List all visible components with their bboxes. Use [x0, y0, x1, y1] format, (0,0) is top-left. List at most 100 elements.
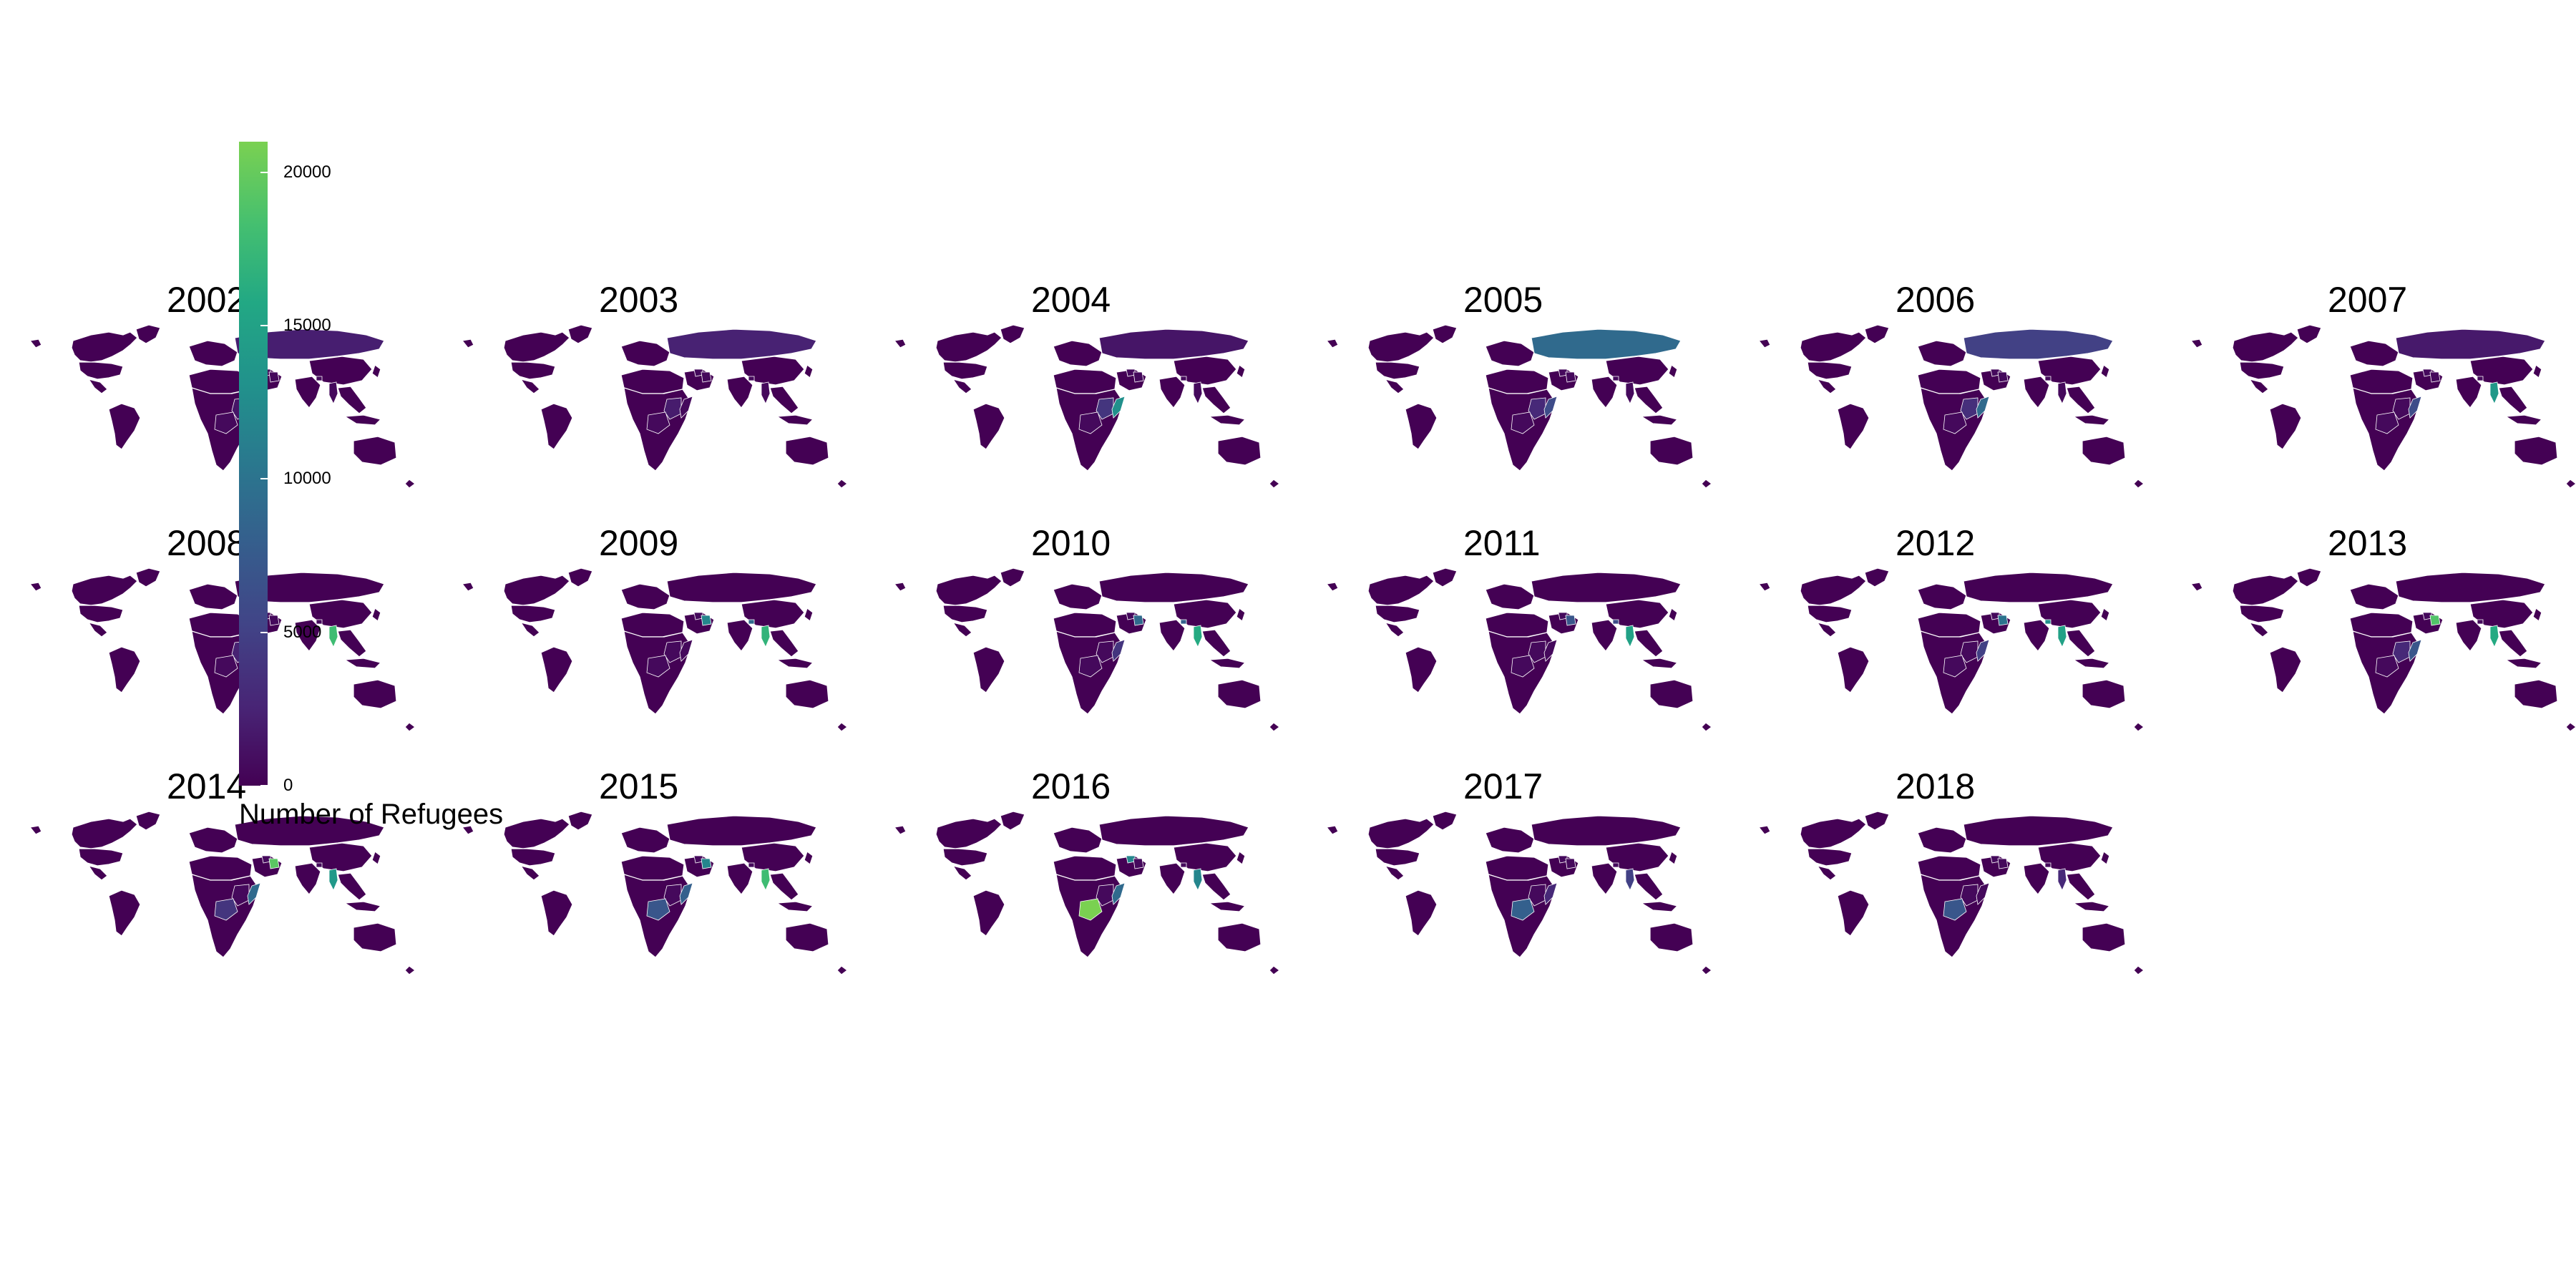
region-japan-2006: [2100, 364, 2110, 379]
region-east_africa-2005: [1528, 397, 1546, 420]
region-myanmar-2010: [1193, 625, 1203, 648]
world-map-2009: [461, 567, 848, 732]
region-india-2009: [726, 619, 753, 652]
region-myanmar-2017: [1625, 868, 1635, 891]
map-panel-2013: 2013: [2184, 525, 2576, 766]
region-canada-2016: [935, 818, 1002, 849]
region-china-2007: [2469, 356, 2534, 386]
region-alaska-2006: [1757, 338, 1771, 348]
map-panel-2011: 2011: [1319, 525, 1720, 766]
region-greenland-2010: [1000, 567, 1025, 587]
region-greenland-2005: [1432, 324, 1458, 344]
region-usa-2004: [942, 361, 988, 380]
region-myanmar-2014: [328, 868, 338, 891]
world-map-2012: [1757, 567, 2145, 732]
map-panel-2017: 2017: [1319, 769, 1720, 1009]
region-china-2003: [741, 356, 805, 386]
region-drc-2009: [646, 655, 670, 678]
region-japan-2008: [371, 608, 381, 622]
region-japan-2017: [1668, 851, 1678, 865]
region-china-2009: [741, 599, 805, 629]
region-east_africa-2011: [1528, 640, 1546, 663]
region-mexico-2018: [1816, 865, 1837, 881]
region-samerica-2018: [1837, 889, 1870, 937]
region-india-2011: [1591, 619, 1618, 652]
region-china-2008: [308, 599, 373, 629]
region-nz-2016: [1269, 965, 1280, 975]
region-mexico-2010: [952, 622, 972, 638]
region-nz-2014: [404, 965, 416, 975]
region-europe-2012: [1917, 583, 1967, 610]
panel-title-2003: 2003: [599, 280, 679, 320]
region-china-2010: [1173, 599, 1237, 629]
region-europe-2010: [1053, 583, 1103, 610]
region-iraq-2018: [1997, 858, 2009, 869]
region-drc-2005: [1511, 411, 1535, 434]
region-samerica-2017: [1405, 889, 1438, 937]
legend-tick-label-20000: 20000: [283, 162, 331, 182]
region-europe-2007: [2349, 340, 2399, 367]
region-alaska-2015: [461, 825, 474, 835]
region-australia-2012: [2082, 679, 2126, 709]
map-panel-2015: 2015: [455, 769, 856, 1009]
region-australia-2006: [2082, 436, 2126, 466]
region-australia-2015: [785, 922, 829, 952]
region-canada-2005: [1367, 331, 1435, 363]
region-samerica-2005: [1405, 403, 1438, 450]
region-canada-2014: [71, 818, 138, 849]
panel-title-2015: 2015: [599, 766, 679, 806]
map-panel-2014: 2014: [23, 769, 424, 1009]
region-myanmar-2009: [761, 625, 771, 648]
region-myanmar-2008: [328, 625, 338, 648]
region-samerica-2014: [108, 889, 141, 937]
region-drc-2010: [1078, 655, 1103, 678]
region-somalia-2013: [2408, 639, 2422, 662]
region-canada-2017: [1367, 818, 1435, 849]
region-nz-2010: [1269, 722, 1280, 732]
region-east_africa-2013: [2392, 640, 2411, 663]
region-china-2017: [1605, 842, 1669, 872]
region-drc-2018: [1943, 898, 1967, 921]
region-indonesia-2004: [1208, 414, 1246, 426]
map-panel-2010: 2010: [887, 525, 1288, 766]
region-alaska-2012: [1757, 582, 1771, 592]
region-myanmar-2004: [1193, 381, 1203, 404]
color-legend: 0 5000 10000 15000 20000 Number of Refugees: [239, 142, 582, 857]
region-australia-2013: [2514, 679, 2558, 709]
region-nz-2018: [2133, 965, 2145, 975]
region-russia-2017: [1531, 815, 1682, 847]
region-samerica-2011: [1405, 646, 1438, 693]
legend-tick-mark-20000: [260, 171, 268, 173]
region-bhutan-2017: [1612, 862, 1619, 868]
region-seasia-2004: [1201, 386, 1231, 414]
region-iraq-2014: [268, 858, 280, 869]
region-drc-2016: [1078, 898, 1103, 921]
map-panel-2012: 2012: [1752, 525, 2152, 766]
region-japan-2018: [2100, 851, 2110, 865]
region-indonesia-2003: [776, 414, 814, 426]
map-panel-2008: 2008: [23, 525, 424, 766]
region-indonesia-2009: [776, 658, 814, 669]
region-india-2012: [2023, 619, 2050, 652]
region-mexico-2011: [1384, 622, 1405, 638]
region-canada-2012: [1800, 575, 1867, 606]
region-indonesia-2013: [2504, 658, 2543, 669]
region-east_africa-2015: [663, 884, 682, 907]
region-drc-2007: [2375, 411, 2399, 434]
region-bhutan-2002: [316, 376, 323, 381]
region-bhutan-2015: [748, 862, 755, 868]
world-map-2004: [893, 324, 1280, 489]
region-samerica-2002: [108, 403, 141, 450]
region-mexico-2002: [87, 379, 108, 394]
region-iraq-2002: [268, 371, 280, 383]
region-bhutan-2010: [1180, 619, 1187, 625]
region-alaska-2007: [2190, 338, 2203, 348]
region-japan-2005: [1668, 364, 1678, 379]
panel-title-2012: 2012: [1896, 523, 1976, 563]
panel-title-2005: 2005: [1463, 280, 1543, 320]
region-mexico-2004: [952, 379, 972, 394]
region-greenland-2011: [1432, 567, 1458, 587]
region-samerica-2010: [972, 646, 1005, 693]
region-russia-2010: [1098, 572, 1249, 603]
panel-title-2011: 2011: [1463, 523, 1541, 563]
